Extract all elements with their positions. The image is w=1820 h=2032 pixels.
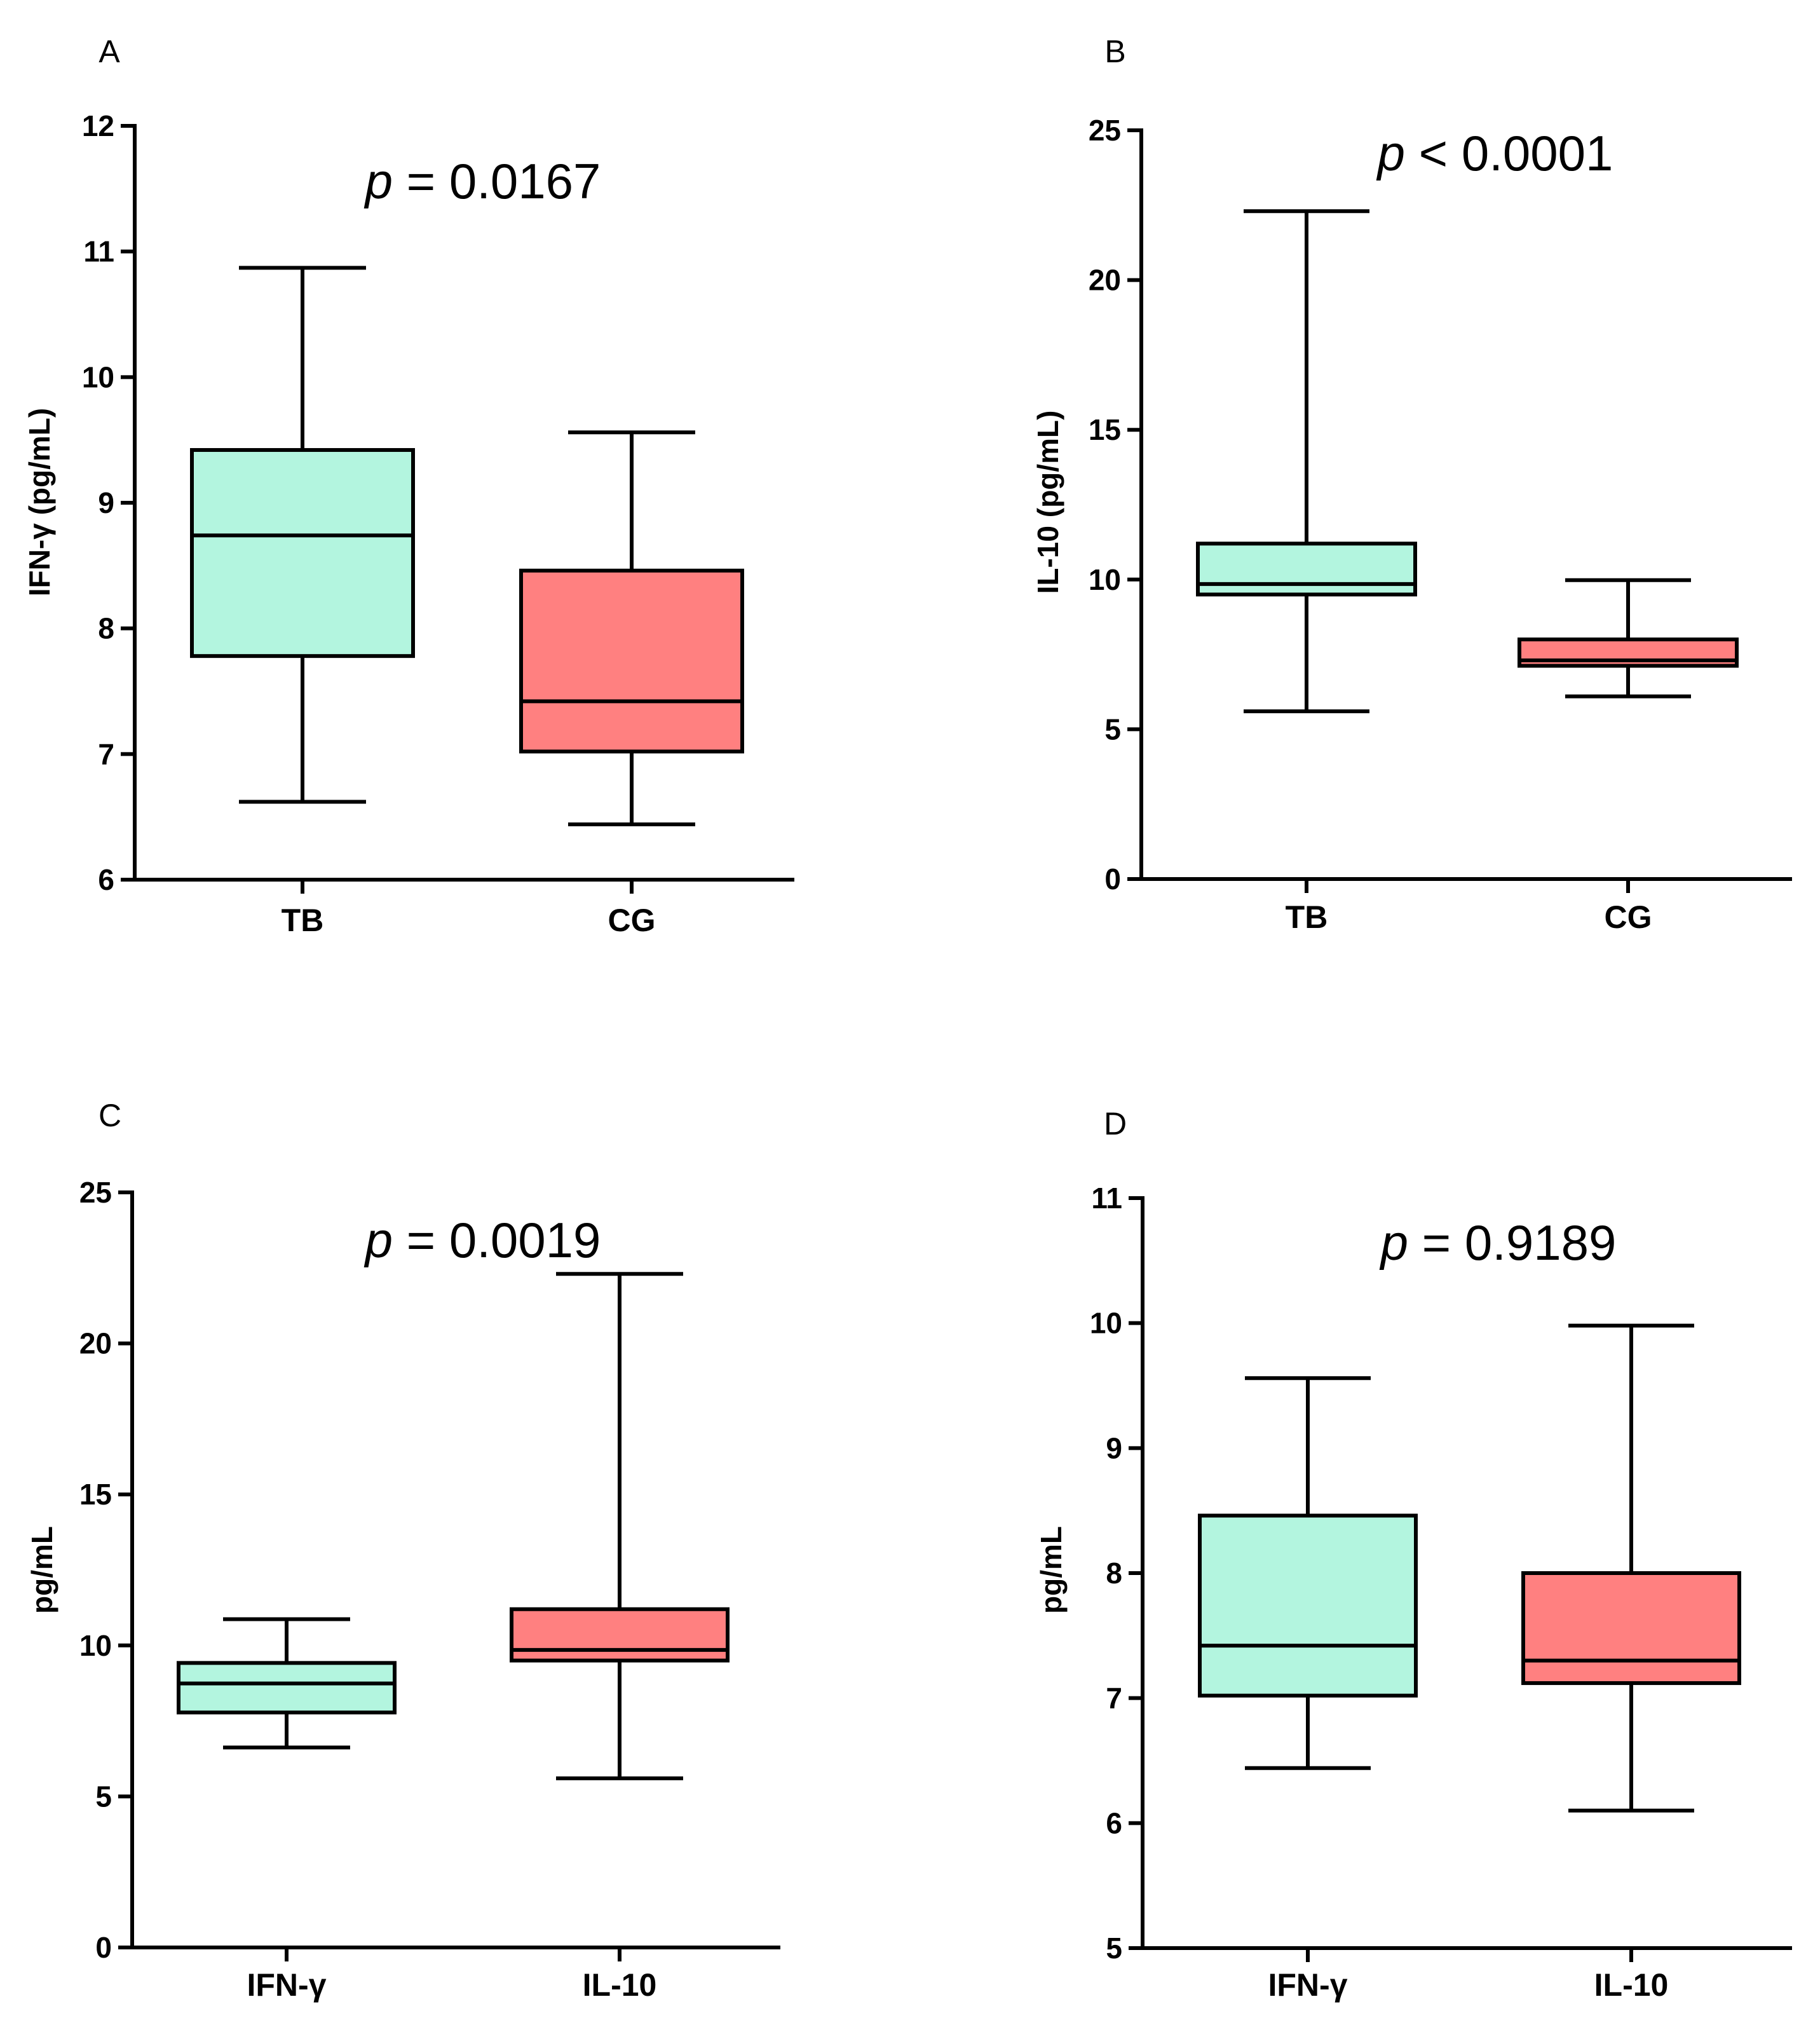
x-category-label: CG — [1605, 899, 1652, 935]
y-axis-label: IFN-γ (pg/mL) — [23, 408, 56, 596]
y-tick-label: 5 — [95, 1780, 112, 1813]
y-axis-label: pg/mL — [25, 1526, 58, 1614]
panel-letter: A — [98, 34, 120, 69]
p-value-label: p = 0.0167 — [364, 153, 601, 209]
y-tick-label: 20 — [79, 1327, 112, 1360]
box-1: IL-10 — [1521, 1323, 1741, 2003]
p-value-text: = 0.9189 — [1408, 1215, 1616, 1271]
panel-b: B IL-10 (pg/mL) 0 5 10 15 20 25 p < 0.0001 TB CG — [1031, 34, 1792, 935]
p-symbol: p — [364, 153, 393, 209]
y-tick-label: 11 — [1091, 1182, 1122, 1215]
p-value-text: = 0.0019 — [393, 1212, 601, 1268]
y-tick-label: 12 — [82, 109, 114, 142]
iqr-box — [1521, 1571, 1741, 1686]
y-tick-label: 11 — [83, 235, 114, 268]
box-1: CG — [519, 430, 744, 938]
box-1: IL-10 — [510, 1272, 730, 2003]
x-category-label: TB — [1286, 899, 1328, 935]
y-tick-label: 7 — [98, 737, 114, 770]
y-tick-label: 0 — [1104, 863, 1121, 896]
y-tick-label: 10 — [79, 1629, 112, 1662]
panel-a: A IFN-γ (pg/mL) 6 7 8 9 10 11 12 p = 0.0167 TB CG — [23, 34, 794, 938]
y-tick-label: 10 — [82, 360, 114, 393]
panel-letter: B — [1104, 34, 1125, 69]
p-symbol: p — [1376, 125, 1405, 181]
y-tick-label: 5 — [1104, 713, 1121, 746]
y-tick-label: 6 — [1106, 1806, 1122, 1839]
y-tick-label: 5 — [1106, 1932, 1122, 1965]
y-tick-label: 9 — [98, 486, 114, 519]
y-tick-label: 25 — [1089, 114, 1121, 147]
panel-c: Cpg/mL 0 5 10 15 20 25 p = 0.0019 IFN-γ IL-10 — [25, 1098, 780, 2003]
iqr-box — [519, 568, 744, 754]
x-category-label: IL-10 — [1594, 1967, 1669, 2003]
y-tick-label: 10 — [1090, 1307, 1122, 1340]
y-tick-label: 6 — [98, 863, 114, 896]
box-0: IFN-γ — [1198, 1376, 1418, 2003]
p-symbol: p — [1380, 1215, 1408, 1271]
y-tick-label: 0 — [95, 1931, 112, 1964]
panel-d: Dpg/mL 5 6 7 8 9 10 11 p = 0.9189 IFN-γ IL-10 — [1035, 1106, 1792, 2003]
p-value-label: p = 0.9189 — [1380, 1215, 1617, 1271]
iqr-box — [510, 1607, 730, 1663]
y-tick-label: 8 — [98, 612, 114, 645]
x-category-label: IFN-γ — [247, 1967, 327, 2003]
y-tick-label: 7 — [1106, 1682, 1122, 1715]
y-tick-label: 9 — [1106, 1431, 1122, 1464]
box-1: CG — [1518, 578, 1739, 935]
panel-letter: C — [98, 1098, 121, 1133]
panel-letter: D — [1104, 1106, 1127, 1142]
x-category-label: IL-10 — [583, 1967, 657, 2003]
iqr-box — [177, 1661, 397, 1715]
y-axis-label: pg/mL — [1035, 1526, 1068, 1614]
x-category-label: IFN-γ — [1268, 1967, 1348, 2003]
iqr-box — [190, 447, 415, 658]
iqr-box — [1198, 1513, 1418, 1698]
y-tick-label: 15 — [79, 1478, 112, 1511]
p-symbol: p — [364, 1212, 393, 1268]
p-value-text: = 0.0167 — [393, 153, 601, 209]
x-category-label: CG — [608, 903, 656, 938]
y-tick-label: 10 — [1089, 563, 1121, 596]
y-tick-label: 8 — [1106, 1557, 1122, 1590]
box-0: TB — [1196, 209, 1417, 935]
x-category-label: TB — [282, 903, 324, 938]
y-tick-label: 20 — [1089, 264, 1121, 297]
p-value-label: p < 0.0001 — [1376, 125, 1613, 181]
y-axis-label: IL-10 (pg/mL) — [1031, 411, 1064, 594]
box-0: IFN-γ — [177, 1617, 397, 2003]
y-tick-label: 15 — [1089, 413, 1121, 446]
p-value-label: p = 0.0019 — [364, 1212, 601, 1268]
iqr-box — [1196, 542, 1417, 597]
p-value-text: < 0.0001 — [1405, 125, 1613, 181]
y-tick-label: 25 — [79, 1176, 112, 1209]
box-0: TB — [190, 266, 415, 938]
